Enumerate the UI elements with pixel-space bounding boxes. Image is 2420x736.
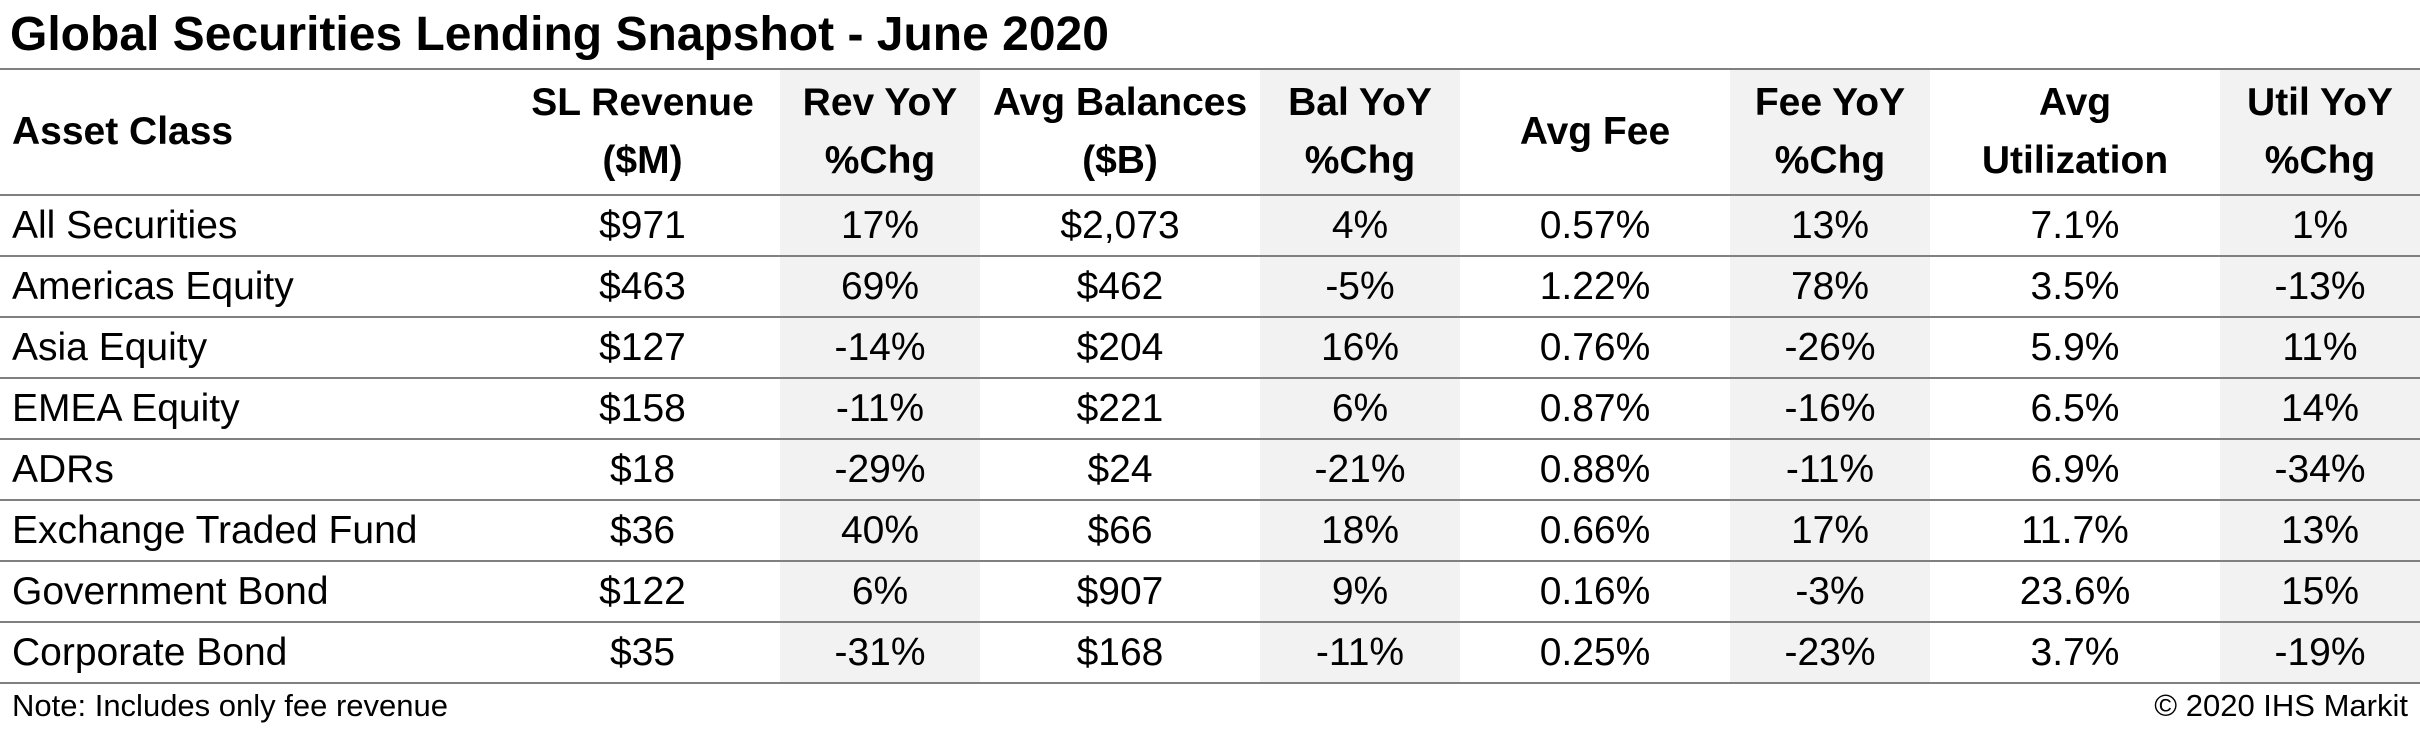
- cell-asset-class: Americas Equity: [0, 256, 505, 318]
- header-avg-fee: Avg Fee: [1460, 68, 1730, 196]
- cell-fee-yoy: -3%: [1730, 561, 1930, 623]
- header-sl-revenue: SL Revenue ($M): [505, 68, 780, 196]
- table-row: Asia Equity $127 -14% $204 16% 0.76% -26…: [0, 317, 2420, 379]
- cell-avg-balances: $66: [980, 500, 1260, 562]
- cell-avg-utilization: 6.9%: [1930, 439, 2220, 501]
- cell-util-yoy: 14%: [2220, 378, 2420, 440]
- table-row: Exchange Traded Fund $36 40% $66 18% 0.6…: [0, 500, 2420, 562]
- cell-rev-yoy: 69%: [780, 256, 980, 318]
- cell-fee-yoy: 17%: [1730, 500, 1930, 562]
- cell-bal-yoy: 18%: [1260, 500, 1460, 562]
- cell-sl-revenue: $35: [505, 622, 780, 684]
- lending-snapshot-table: Asset Class SL Revenue ($M) Rev YoY %Chg A…: [0, 68, 2420, 684]
- cell-bal-yoy: 6%: [1260, 378, 1460, 440]
- cell-avg-fee: 0.16%: [1460, 561, 1730, 623]
- cell-avg-fee: 0.57%: [1460, 195, 1730, 257]
- table-row: EMEA Equity $158 -11% $221 6% 0.87% -16%…: [0, 378, 2420, 440]
- cell-util-yoy: -13%: [2220, 256, 2420, 318]
- cell-asset-class: Corporate Bond: [0, 622, 505, 684]
- cell-avg-fee: 1.22%: [1460, 256, 1730, 318]
- cell-asset-class: Exchange Traded Fund: [0, 500, 505, 562]
- header-avg-balances: Avg Balances ($B): [980, 68, 1260, 196]
- page-title: Global Securities Lending Snapshot - Jun…: [10, 8, 1109, 61]
- cell-sl-revenue: $18: [505, 439, 780, 501]
- cell-avg-fee: 0.66%: [1460, 500, 1730, 562]
- cell-bal-yoy: 9%: [1260, 561, 1460, 623]
- cell-avg-utilization: 3.7%: [1930, 622, 2220, 684]
- cell-fee-yoy: -11%: [1730, 439, 1930, 501]
- cell-avg-balances: $221: [980, 378, 1260, 440]
- cell-sl-revenue: $36: [505, 500, 780, 562]
- cell-util-yoy: 1%: [2220, 195, 2420, 257]
- cell-asset-class: Government Bond: [0, 561, 505, 623]
- cell-bal-yoy: -5%: [1260, 256, 1460, 318]
- cell-util-yoy: 15%: [2220, 561, 2420, 623]
- cell-asset-class: EMEA Equity: [0, 378, 505, 440]
- cell-avg-fee: 0.88%: [1460, 439, 1730, 501]
- cell-bal-yoy: 16%: [1260, 317, 1460, 379]
- cell-fee-yoy: -26%: [1730, 317, 1930, 379]
- cell-avg-utilization: 5.9%: [1930, 317, 2220, 379]
- cell-avg-fee: 0.76%: [1460, 317, 1730, 379]
- cell-rev-yoy: 17%: [780, 195, 980, 257]
- cell-rev-yoy: -14%: [780, 317, 980, 379]
- cell-sl-revenue: $463: [505, 256, 780, 318]
- table-row: ADRs $18 -29% $24 -21% 0.88% -11% 6.9% -…: [0, 439, 2420, 501]
- cell-fee-yoy: 13%: [1730, 195, 1930, 257]
- cell-avg-utilization: 11.7%: [1930, 500, 2220, 562]
- cell-bal-yoy: -11%: [1260, 622, 1460, 684]
- cell-asset-class: Asia Equity: [0, 317, 505, 379]
- cell-fee-yoy: -16%: [1730, 378, 1930, 440]
- cell-util-yoy: 11%: [2220, 317, 2420, 379]
- cell-avg-fee: 0.25%: [1460, 622, 1730, 684]
- cell-avg-utilization: 6.5%: [1930, 378, 2220, 440]
- cell-avg-balances: $907: [980, 561, 1260, 623]
- cell-sl-revenue: $122: [505, 561, 780, 623]
- footnote: Note: Includes only fee revenue: [12, 688, 448, 723]
- cell-fee-yoy: 78%: [1730, 256, 1930, 318]
- cell-avg-balances: $2,073: [980, 195, 1260, 257]
- header-asset-class: Asset Class: [0, 68, 505, 196]
- header-bal-yoy: Bal YoY %Chg: [1260, 68, 1460, 196]
- cell-asset-class: All Securities: [0, 195, 505, 257]
- header-util-yoy: Util YoY %Chg: [2220, 68, 2420, 196]
- cell-avg-fee: 0.87%: [1460, 378, 1730, 440]
- cell-rev-yoy: -31%: [780, 622, 980, 684]
- table-row: Americas Equity $463 69% $462 -5% 1.22% …: [0, 256, 2420, 318]
- table-row: Corporate Bond $35 -31% $168 -11% 0.25% …: [0, 622, 2420, 684]
- cell-avg-balances: $462: [980, 256, 1260, 318]
- header-fee-yoy: Fee YoY %Chg: [1730, 68, 1930, 196]
- cell-sl-revenue: $971: [505, 195, 780, 257]
- cell-avg-balances: $168: [980, 622, 1260, 684]
- cell-avg-balances: $204: [980, 317, 1260, 379]
- cell-sl-revenue: $158: [505, 378, 780, 440]
- cell-sl-revenue: $127: [505, 317, 780, 379]
- cell-rev-yoy: -29%: [780, 439, 980, 501]
- cell-fee-yoy: -23%: [1730, 622, 1930, 684]
- cell-avg-utilization: 7.1%: [1930, 195, 2220, 257]
- cell-util-yoy: -19%: [2220, 622, 2420, 684]
- cell-avg-utilization: 23.6%: [1930, 561, 2220, 623]
- cell-rev-yoy: -11%: [780, 378, 980, 440]
- cell-util-yoy: 13%: [2220, 500, 2420, 562]
- table-row: All Securities $971 17% $2,073 4% 0.57% …: [0, 195, 2420, 257]
- cell-bal-yoy: 4%: [1260, 195, 1460, 257]
- header-rev-yoy: Rev YoY %Chg: [780, 68, 980, 196]
- cell-util-yoy: -34%: [2220, 439, 2420, 501]
- cell-rev-yoy: 6%: [780, 561, 980, 623]
- header-row: Asset Class SL Revenue ($M) Rev YoY %Chg A…: [0, 68, 2420, 196]
- copyright-notice: © 2020 IHS Markit: [2154, 688, 2408, 723]
- cell-rev-yoy: 40%: [780, 500, 980, 562]
- cell-bal-yoy: -21%: [1260, 439, 1460, 501]
- cell-avg-utilization: 3.5%: [1930, 256, 2220, 318]
- cell-avg-balances: $24: [980, 439, 1260, 501]
- table-row: Government Bond $122 6% $907 9% 0.16% -3…: [0, 561, 2420, 623]
- cell-asset-class: ADRs: [0, 439, 505, 501]
- header-avg-utilization: Avg Utilization: [1930, 68, 2220, 196]
